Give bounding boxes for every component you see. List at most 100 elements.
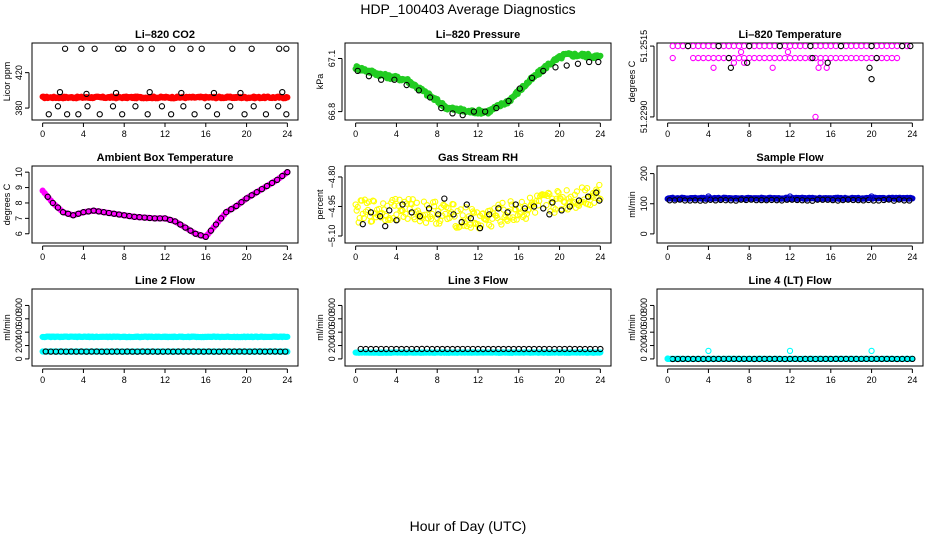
data-point xyxy=(507,198,514,205)
data-point xyxy=(540,205,547,212)
data-point xyxy=(356,214,363,222)
data-point xyxy=(552,206,559,213)
panel-title: Line 2 Flow xyxy=(135,275,195,287)
data-point xyxy=(213,111,221,118)
data-point xyxy=(238,199,245,206)
x-tick-label: 24 xyxy=(595,129,605,139)
x-tick-label: 16 xyxy=(201,375,211,385)
data-point xyxy=(391,202,398,209)
data-point xyxy=(786,347,794,355)
data-point xyxy=(725,54,732,62)
data-point xyxy=(878,43,885,50)
y-tick-label: 0 xyxy=(639,356,649,361)
data-point xyxy=(275,103,282,110)
data-point xyxy=(853,54,860,62)
data-point xyxy=(516,85,523,92)
plot-frame xyxy=(656,288,924,367)
data-points xyxy=(352,50,604,119)
data-point xyxy=(596,181,603,189)
data-point xyxy=(809,54,816,62)
data-point xyxy=(263,182,271,190)
data-point xyxy=(119,111,126,118)
y-tick-label: 200 xyxy=(327,338,337,353)
data-point xyxy=(513,216,520,223)
y-axis-label: ml/min xyxy=(315,314,325,341)
data-points xyxy=(352,181,604,232)
data-point xyxy=(433,220,440,227)
y-tick-label: 51.2515 xyxy=(639,30,649,63)
x-tick-label: 8 xyxy=(747,129,752,139)
x-tick-label: 16 xyxy=(514,375,524,385)
data-point xyxy=(237,89,244,97)
data-point xyxy=(710,43,717,50)
data-point xyxy=(454,207,461,215)
data-point xyxy=(547,208,554,215)
data-point xyxy=(497,218,504,225)
data-point xyxy=(253,189,260,196)
data-points xyxy=(39,333,291,355)
data-point xyxy=(842,43,850,50)
x-tick-label: 24 xyxy=(282,375,292,385)
y-axis-label: ml/min xyxy=(627,191,637,218)
y-axis-label: kPa xyxy=(315,74,325,90)
data-point xyxy=(791,43,799,50)
y-tick-label: 600 xyxy=(327,311,337,326)
data-point xyxy=(868,347,875,355)
data-point xyxy=(284,169,291,176)
data-point xyxy=(396,196,403,203)
data-point xyxy=(883,54,891,62)
x-tick-label: 24 xyxy=(282,129,292,139)
plot-frame xyxy=(31,288,299,367)
data-point xyxy=(730,59,738,66)
x-tick-label: 12 xyxy=(785,129,795,139)
y-tick-label: 100 xyxy=(639,196,649,211)
x-tick-label: 20 xyxy=(555,375,565,385)
x-tick-label: 12 xyxy=(160,129,170,139)
data-point xyxy=(746,43,753,50)
data-point xyxy=(674,43,681,50)
data-point xyxy=(802,43,809,50)
data-point xyxy=(893,43,901,50)
data-point xyxy=(49,199,56,207)
panel-title: Line 3 Flow xyxy=(448,275,508,287)
data-point xyxy=(797,54,804,62)
data-point xyxy=(740,59,748,66)
x-tick-label: 12 xyxy=(160,252,170,262)
data-point xyxy=(546,190,553,198)
data-point xyxy=(377,76,385,83)
data-point xyxy=(469,208,477,215)
data-point xyxy=(868,75,875,83)
x-tick-label: 4 xyxy=(81,252,86,262)
x-tick-label: 4 xyxy=(706,375,711,385)
data-point xyxy=(494,214,501,222)
data-point xyxy=(710,54,717,62)
data-point xyxy=(573,188,581,195)
data-point xyxy=(144,111,151,118)
data-point xyxy=(411,216,418,223)
x-tick-label: 16 xyxy=(514,252,524,262)
data-point xyxy=(395,202,402,209)
data-point xyxy=(594,188,601,195)
data-point xyxy=(848,43,855,50)
data-point xyxy=(730,43,738,50)
data-point xyxy=(863,54,870,62)
data-point xyxy=(376,213,384,220)
plot-frame xyxy=(344,288,612,367)
data-points xyxy=(352,345,604,356)
data-point xyxy=(776,43,783,50)
data-point xyxy=(420,198,428,205)
x-tick-label: 8 xyxy=(435,375,440,385)
data-point xyxy=(715,43,722,50)
data-point xyxy=(695,43,702,50)
data-point xyxy=(61,45,69,52)
y-tick-label: 66.8 xyxy=(327,103,337,121)
x-tick-label: 8 xyxy=(122,129,127,139)
data-point xyxy=(279,88,286,96)
y-tick-label: 67.1 xyxy=(327,50,337,68)
y-tick-label: 0 xyxy=(14,356,24,361)
y-tick-label: 800 xyxy=(14,298,24,313)
y-axis-label: percent xyxy=(315,189,325,220)
data-point xyxy=(499,199,506,207)
data-point xyxy=(182,224,189,231)
data-point xyxy=(689,54,697,62)
